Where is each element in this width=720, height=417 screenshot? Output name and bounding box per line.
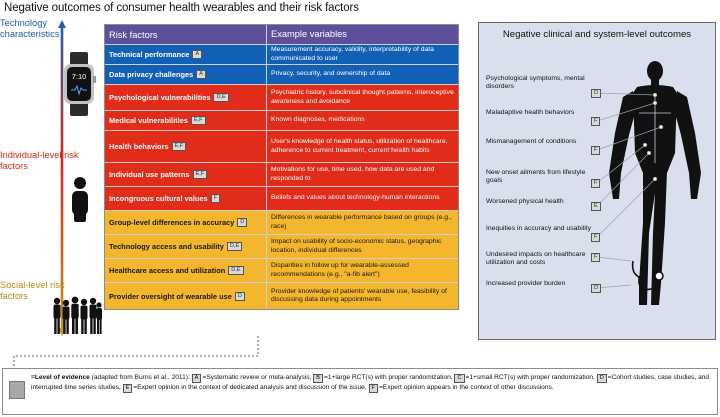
evidence-badge: D — [591, 284, 602, 293]
risk-factor: Provider oversight of wearable use D — [105, 283, 267, 309]
evidence-badge: D — [234, 291, 245, 301]
legend-key-e: E — [122, 384, 133, 393]
gradient-double-arrow — [58, 20, 66, 336]
outcome-item: Maladaptive health behaviors — [486, 109, 575, 116]
risk-factor: Technology access and usability D,E — [105, 235, 267, 258]
table-row: Individual use patterns E,F Motivations f… — [105, 163, 458, 187]
risk-factor: Healthcare access and utilization D,E — [105, 259, 267, 282]
example-variables: Differences in wearable performance base… — [271, 214, 452, 230]
evidence-badge: D — [237, 218, 248, 227]
evidence-badge: F — [591, 146, 601, 155]
outcome-item: New onset ailments from lifestyle goals — [486, 169, 586, 185]
example-variables: Disparities in follow up for wearable-as… — [271, 262, 409, 278]
table-row: Incongruous cultural values F Beliefs and… — [105, 187, 458, 211]
table-row: Health behaviors E,F User's knowledge of … — [105, 131, 458, 163]
label-individual-level: Individual-level risk factors — [0, 150, 79, 171]
crowd-silhouette-icon — [53, 296, 102, 334]
example-variables: Psychiatric history, subclinical thought… — [271, 89, 454, 105]
evidence-badge: F — [210, 194, 220, 203]
example-variables: Impact on usability of socio-economic st… — [271, 238, 442, 254]
evidence-badge: E,F — [192, 170, 208, 179]
evidence-badge: E,F — [190, 116, 206, 125]
evidence-badge: E — [591, 202, 601, 211]
table-row: Technical performance A Measurement accur… — [105, 45, 458, 65]
outcomes-panel: Negative clinical and system-level outco… — [478, 22, 716, 340]
table-header: Risk factors Example variables — [105, 25, 458, 45]
legend-key-d: D — [596, 374, 607, 383]
header-example-variables: Example variables — [271, 29, 347, 40]
header-risk-factors: Risk factors — [105, 25, 267, 44]
legend-key-c: C — [454, 374, 465, 383]
example-variables: Privacy, security, and ownership of data — [271, 70, 391, 78]
evidence-badge: E,F — [171, 142, 187, 151]
label-social-level: Social-level risk factors — [0, 280, 65, 301]
evidence-badge: A — [196, 70, 206, 79]
evidence-badge: F — [591, 253, 601, 262]
evidence-badge: D,E — [226, 242, 243, 251]
outcome-item: Undesired impacts on healthcare utilizat… — [486, 251, 586, 267]
watch-time: 7:10 — [72, 72, 87, 81]
example-variables: Known diagnoses, medications — [271, 116, 365, 124]
table-row: Psychological vulnerabilities D,E Psychia… — [105, 85, 458, 111]
table-row: Data privacy challenges A Privacy, securi… — [105, 65, 458, 85]
outcomes-title: Negative clinical and system-level outco… — [502, 29, 692, 40]
risk-factor: Group-level differences in accuracy D — [105, 211, 267, 234]
evidence-badge: F — [591, 117, 601, 126]
risk-factor: Data privacy challenges A — [105, 65, 267, 84]
outcome-item: Inequities in accuracy and usability — [486, 225, 592, 232]
outcome-item: Increased provider burden — [486, 280, 566, 287]
human-body-figure — [596, 61, 701, 305]
stethoscope-icon — [631, 260, 664, 291]
example-variables: Measurement accuracy, validity, interpre… — [271, 46, 434, 62]
example-variables: User's knowledge of health status, utili… — [271, 138, 448, 154]
example-variables: Provider knowledge of patients' wearable… — [271, 287, 447, 303]
risk-factor-table: Risk factors Example variables Technical… — [104, 24, 459, 310]
evidence-legend: =Level of evidence (adapted from Burns e… — [2, 368, 718, 415]
legend-text: =Level of evidence (adapted from Burns e… — [31, 374, 710, 393]
legend-key-f: F — [368, 384, 378, 393]
person-silhouette-icon — [72, 177, 88, 222]
legend-key-b: B — [313, 374, 323, 383]
risk-factor: Medical vulnerabilities E,F — [105, 111, 267, 130]
table-row: Healthcare access and utilization D,E Dis… — [105, 259, 458, 283]
outcome-item: Mismanagement of conditions — [486, 138, 577, 145]
table-row: Provider oversight of wearable use D Prov… — [105, 283, 458, 309]
legend-square-icon — [9, 381, 25, 399]
evidence-badge: D — [591, 89, 602, 98]
example-variables: Motivations for use, time used, how data… — [271, 166, 435, 182]
outcome-item: Worsened physical health — [486, 198, 564, 205]
outcome-item: Psychological symptoms, mental disorders — [486, 75, 585, 91]
evidence-badge: D,E — [228, 266, 244, 275]
risk-factor: Incongruous cultural values F — [105, 187, 267, 210]
evidence-badge: A — [192, 50, 203, 59]
example-variables: Beliefs and values about technology-huma… — [271, 194, 440, 202]
table-row: Medical vulnerabilities E,F Known diagnos… — [105, 111, 458, 131]
figure-title: Negative outcomes of consumer health wea… — [4, 2, 359, 14]
risk-factor: Technical performance A — [105, 45, 267, 64]
risk-factor: Psychological vulnerabilities D,E — [105, 85, 267, 110]
table-row: Technology access and usability D,E Impac… — [105, 235, 458, 259]
evidence-badge: F — [591, 179, 601, 188]
table-row: Group-level differences in accuracy D Dif… — [105, 211, 458, 235]
evidence-badge: F — [591, 233, 601, 242]
legend-key-a: A — [191, 374, 202, 383]
label-technology-characteristics: Technology characteristics — [0, 18, 60, 39]
risk-factor: Health behaviors E,F — [105, 131, 267, 162]
risk-factor: Individual use patterns E,F — [105, 163, 267, 186]
smartwatch-icon: 7:10 — [64, 52, 96, 116]
evidence-badge: D,E — [213, 93, 229, 102]
